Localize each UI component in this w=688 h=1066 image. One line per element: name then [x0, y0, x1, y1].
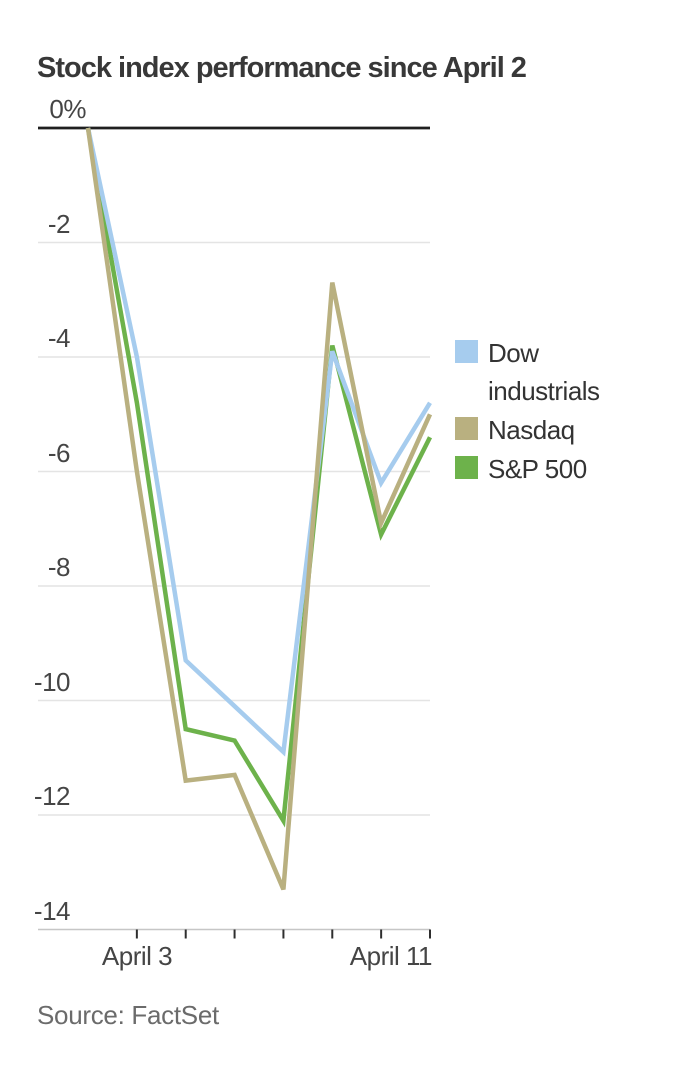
source-note: Source: FactSet — [37, 1000, 219, 1030]
legend-swatch-nasdaq — [455, 417, 478, 440]
legend: Dow industrials Nasdaq S&P 500 — [455, 334, 650, 488]
y-axis-label: -4 — [47, 323, 71, 353]
legend-label-dow-industrials: Dow industrials — [488, 338, 600, 406]
legend-item-nasdaq: Nasdaq — [455, 411, 650, 449]
y-axis-label: -10 — [33, 666, 71, 697]
y-axis-label: 0% — [49, 94, 86, 124]
series-line-dow-industrials — [85, 127, 432, 757]
series-line-s-p-500 — [85, 127, 433, 828]
x-axis-label: April 3 — [101, 941, 173, 971]
y-axis-label: -8 — [47, 552, 71, 582]
legend-item-dow-industrials: Dow industrials — [455, 334, 650, 410]
legend-item-sp500: S&P 500 — [455, 450, 650, 488]
legend-label-nasdaq: Nasdaq — [488, 415, 575, 445]
y-axis-label: -2 — [47, 208, 71, 239]
legend-swatch-dow-industrials — [455, 340, 478, 363]
series-line-nasdaq — [85, 127, 433, 891]
y-axis-label: -6 — [47, 437, 71, 468]
y-axis-label: -12 — [33, 781, 71, 811]
legend-swatch-sp500 — [455, 456, 478, 479]
x-axis-label: April 11 — [349, 941, 433, 971]
legend-label-sp500: S&P 500 — [488, 454, 587, 484]
y-axis-label: -14 — [33, 895, 71, 926]
chart-title: Stock index performance since April 2 — [37, 52, 527, 85]
